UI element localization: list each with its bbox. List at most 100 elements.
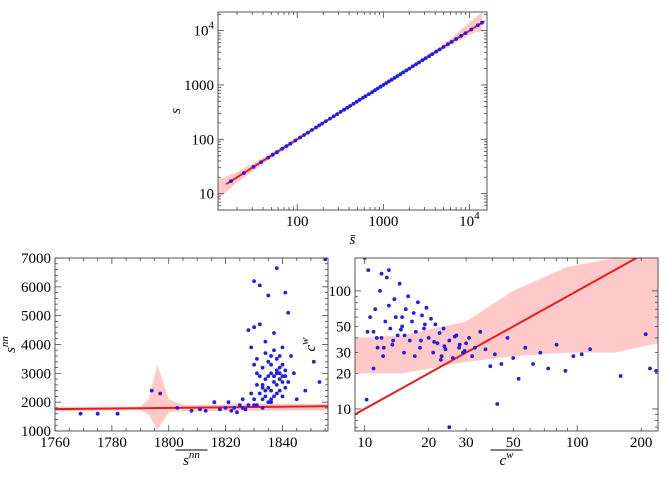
data-point (643, 332, 648, 337)
data-point (387, 79, 391, 84)
data-point (495, 402, 500, 406)
data-point (269, 354, 273, 358)
data-point (452, 334, 457, 339)
data-point (314, 125, 318, 130)
y-tick-label: 6000 (21, 280, 51, 296)
data-point (427, 54, 431, 58)
data-point (389, 77, 394, 82)
data-point (493, 352, 497, 357)
data-point (449, 40, 454, 44)
data-point (439, 354, 444, 358)
data-point (392, 76, 397, 80)
data-point (538, 350, 543, 355)
data-point (371, 329, 376, 334)
data-point (457, 342, 462, 347)
data-point (274, 357, 279, 361)
x-tick-label: 1840 (268, 435, 298, 451)
data-point (445, 42, 450, 47)
data-point (411, 311, 416, 315)
data-point (284, 144, 289, 149)
data-point (320, 121, 325, 126)
data-point (235, 410, 239, 415)
data-point (232, 406, 237, 410)
data-point (400, 324, 404, 329)
data-point (255, 371, 259, 376)
confidence-band (55, 364, 328, 430)
data-point (654, 369, 658, 373)
data-point (354, 99, 359, 104)
data-point (272, 331, 276, 335)
data-point (441, 326, 446, 331)
y-tick-label: 1000 (184, 78, 214, 94)
data-point (368, 315, 372, 319)
data-point (274, 368, 279, 373)
data-point (335, 112, 339, 117)
data-point (381, 345, 386, 350)
data-point (397, 281, 402, 286)
data-point (488, 364, 493, 369)
data-point (438, 358, 443, 362)
data-point (260, 383, 265, 387)
data-point (255, 403, 259, 407)
data-point (275, 150, 279, 155)
data-point (283, 368, 288, 373)
data-point (257, 322, 262, 327)
data-point (381, 354, 385, 358)
data-point (242, 171, 246, 175)
data-point (274, 391, 279, 396)
chart-top-loglog: 100 1000 104 10 100 1000 104 s̄ s (168, 11, 488, 248)
data-point (263, 377, 268, 381)
data-point (263, 394, 268, 399)
data-point (249, 345, 254, 350)
data-point (457, 345, 461, 350)
data-point (203, 408, 208, 413)
data-point (390, 342, 395, 347)
data-point (269, 397, 273, 402)
data-point (470, 354, 474, 358)
data-point (317, 123, 322, 128)
x-tick-label: 100 (286, 214, 309, 230)
data-point (374, 336, 379, 340)
data-point (393, 315, 398, 319)
y-tick-label: 5000 (21, 309, 51, 325)
data-point (511, 356, 516, 360)
data-point (467, 336, 471, 340)
y-axis-label: cw (299, 337, 319, 352)
x-tick-label: 100 (566, 435, 589, 451)
data-point (447, 338, 452, 343)
data-point (546, 366, 551, 371)
data-point (272, 348, 276, 353)
data-point (283, 385, 288, 390)
data-point (252, 403, 256, 407)
y-tick-label: 100 (192, 132, 215, 148)
data-point (571, 354, 576, 358)
data-point (391, 338, 395, 343)
chart-bottom-right-loglog: 10 20 30 50 100 200 10 20 30 50 100 cw cw (299, 257, 659, 469)
data-point (78, 411, 83, 416)
data-point (272, 380, 276, 384)
data-point (257, 374, 262, 379)
data-point (348, 104, 352, 108)
data-point (516, 376, 521, 381)
data-point (431, 350, 436, 355)
data-point (370, 90, 374, 94)
y-tick-label: 30 (336, 346, 351, 362)
data-point (324, 119, 328, 124)
data-point (338, 109, 343, 114)
data-point (274, 266, 279, 270)
data-point (367, 92, 371, 96)
data-point (395, 333, 400, 338)
data-point (505, 336, 510, 340)
data-point (246, 403, 251, 407)
data-point (226, 400, 231, 405)
data-point (277, 371, 282, 376)
data-point (579, 352, 584, 357)
x-tick-label: 30 (459, 435, 474, 451)
data-point (274, 371, 279, 376)
data-point (387, 303, 391, 308)
data-point (269, 362, 273, 367)
data-point (280, 380, 285, 384)
y-tick-label: 10 (199, 187, 214, 203)
data-point (240, 406, 245, 410)
